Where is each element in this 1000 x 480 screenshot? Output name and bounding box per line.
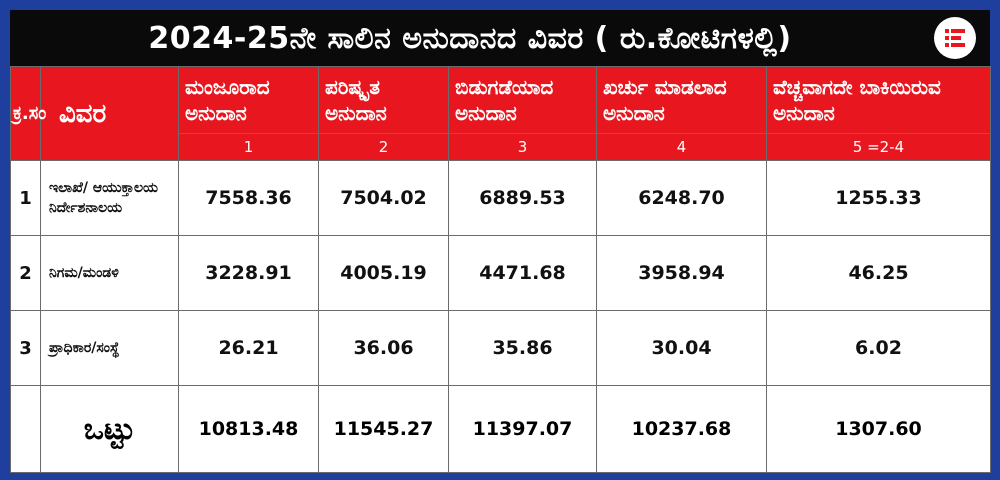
table-row: 2 ನಿಗಮ/ಮಂಡಳಿ 3228.91 4005.19 4471.68 395… [10,235,991,311]
row-serial: 2 [10,235,41,311]
header-released: ಬಿಡುಗಡೆಯಾದ ಅನುದಾನ [448,66,597,134]
column-number: 2 [318,133,449,161]
header-row: ಕ್ರ.ಸಂ ವಿವರ ಮಂಜೂರಾದ ಅನುದಾನ ಪರಿಷ್ಕೃತ ಅನುದ… [10,66,991,161]
cell-value: 7558.36 [178,160,319,236]
row-name: ಪ್ರಾಧಿಕಾರ/ಸಂಸ್ಥೆ [40,310,179,386]
total-row: ಒಟ್ಟು 10813.48 11545.27 11397.07 10237.6… [10,385,991,473]
cell-value: 46.25 [766,235,991,311]
header-spent: ಖರ್ಚು ಮಾಡಲಾದ ಅನುದಾನ [596,66,767,134]
page-title: 2024-25ನೇ ಸಾಲಿನ ಅನುದಾನದ ವಿವರ ( ರು.ಕೋಟಿಗಳ… [148,20,792,56]
column-number: 1 [178,133,319,161]
header-serial: ಕ್ರ.ಸಂ [10,66,46,161]
total-value: 10237.68 [596,385,767,473]
cell-value: 6889.53 [448,160,597,236]
total-value: 11545.27 [318,385,449,473]
total-value: 11397.07 [448,385,597,473]
row-name: ಇಲಾಖೆ/ ಆಯುಕ್ತಾಲಯ ನಿರ್ದೇಶನಾಲಯ [40,160,179,236]
cell-value: 6248.70 [596,160,767,236]
cell-value: 7504.02 [318,160,449,236]
total-label: ಒಟ್ಟು [40,385,179,473]
cell-value: 35.86 [448,310,597,386]
total-serial-blank [10,385,41,473]
column-number: 3 [448,133,597,161]
row-serial: 3 [10,310,41,386]
table-row: 3 ಪ್ರಾಧಿಕಾರ/ಸಂಸ್ಥೆ 26.21 36.06 35.86 30.… [10,310,991,386]
cell-value: 1255.33 [766,160,991,236]
grant-table: ಕ್ರ.ಸಂ ವಿವರ ಮಂಜೂರಾದ ಅನುದಾನ ಪರಿಷ್ಕೃತ ಅನುದ… [10,66,991,473]
header-description: ವಿವರ [40,66,179,161]
cell-value: 3228.91 [178,235,319,311]
header-revised: ಪರಿಷ್ಕೃತ ಅನುದಾನ [318,66,449,134]
header-sanctioned: ಮಂಜೂರಾದ ಅನುದಾನ [178,66,319,134]
row-serial: 1 [10,160,41,236]
table-row: 1 ಇಲಾಖೆ/ ಆಯುಕ್ತಾಲಯ ನಿರ್ದೇಶನಾಲಯ 7558.36 7… [10,160,991,236]
cell-value: 30.04 [596,310,767,386]
column-number: 5 =2-4 [766,133,991,161]
document-lines-icon [934,17,976,59]
cell-value: 6.02 [766,310,991,386]
cell-value: 26.21 [178,310,319,386]
title-bar: 2024-25ನೇ ಸಾಲಿನ ಅನುದಾನದ ವಿವರ ( ರು.ಕೋಟಿಗಳ… [10,10,990,66]
total-value: 1307.60 [766,385,991,473]
column-number: 4 [596,133,767,161]
cell-value: 36.06 [318,310,449,386]
cell-value: 4471.68 [448,235,597,311]
cell-value: 3958.94 [596,235,767,311]
header-unspent: ವೆಚ್ಚವಾಗದೇ ಬಾಕಿಯಿರುವ ಅನುದಾನ [766,66,991,134]
total-value: 10813.48 [178,385,319,473]
row-name: ನಿಗಮ/ಮಂಡಳಿ [40,235,179,311]
cell-value: 4005.19 [318,235,449,311]
